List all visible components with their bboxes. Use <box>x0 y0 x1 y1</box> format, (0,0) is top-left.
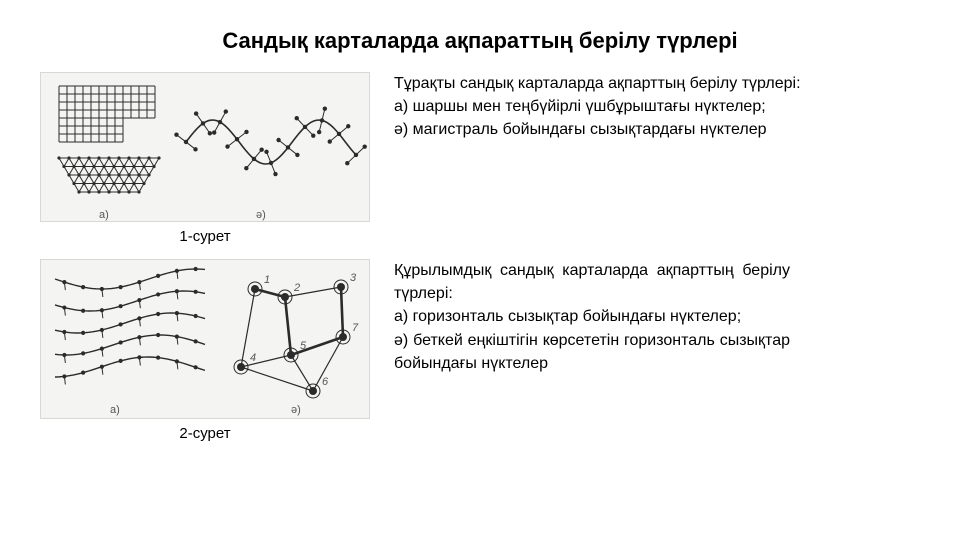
svg-text:а): а) <box>110 404 120 416</box>
description-2: Құрылымдық сандық карталарда ақпарттың б… <box>370 259 790 375</box>
svg-text:2: 2 <box>293 282 300 294</box>
desc1-lead: Тұрақты сандық карталарда ақпарттың бері… <box>394 72 840 95</box>
svg-text:5: 5 <box>300 340 307 352</box>
figure-2-caption: 2-сурет <box>179 419 230 442</box>
desc2-item-b: ә) беткей еңкіштігін көрсететін горизонт… <box>394 329 790 375</box>
page-title: Сандық карталарда ақпараттың берілу түрл… <box>40 20 920 72</box>
figure-1-box: а) ә) <box>40 72 370 222</box>
description-1: Тұрақты сандық карталарда ақпарттың бері… <box>370 72 840 142</box>
desc1-item-b: ә) магистраль бойындағы сызықтардағы нүк… <box>394 118 840 141</box>
figure-1-svg: а) ә) <box>41 72 369 222</box>
svg-text:а): а) <box>99 209 109 221</box>
figure-1-caption: 1-сурет <box>179 222 230 245</box>
desc2-lead: Құрылымдық сандық карталарда ақпарттың б… <box>394 259 790 305</box>
row-figure-1: а) ә) 1-сурет Тұрақты сандық карталарда а… <box>40 72 920 245</box>
figure-2-box: 1 2 3 4 5 6 7 а) ә) <box>40 259 370 419</box>
svg-text:1: 1 <box>264 274 270 286</box>
svg-text:4: 4 <box>250 352 256 364</box>
desc1-item-a: а) шаршы мен теңбүйірлі үшбұрыштағы нүкт… <box>394 95 840 118</box>
svg-text:7: 7 <box>352 322 359 334</box>
desc2-item-a: а) горизонталь сызықтар бойындағы нүктел… <box>394 305 790 328</box>
row-figure-2: 1 2 3 4 5 6 7 а) ә) 2-сурет Құрылымдық сандық ка… <box>40 259 920 442</box>
svg-text:ә): ә) <box>256 209 266 221</box>
svg-text:3: 3 <box>350 272 357 284</box>
figure-2-wrapper: 1 2 3 4 5 6 7 а) ә) 2-сурет <box>40 259 370 442</box>
svg-text:6: 6 <box>322 376 329 388</box>
figure-1-wrapper: а) ә) 1-сурет <box>40 72 370 245</box>
svg-text:ә): ә) <box>291 404 301 416</box>
figure-2-svg: 1 2 3 4 5 6 7 а) ә) <box>41 259 369 419</box>
